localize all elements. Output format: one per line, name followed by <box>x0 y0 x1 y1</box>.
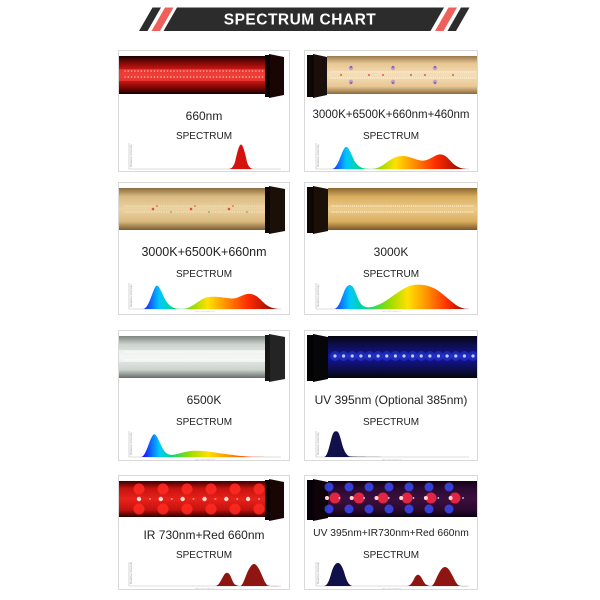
svg-text:Relative Intensity: Relative Intensity <box>129 432 133 455</box>
svg-text:Wavelength(nm): Wavelength(nm) <box>383 310 402 312</box>
svg-text:Wavelength(nm): Wavelength(nm) <box>196 170 215 172</box>
svg-text:Relative Intensity: Relative Intensity <box>316 562 320 584</box>
svg-text:Wavelength(nm): Wavelength(nm) <box>196 310 215 312</box>
svg-text:Wavelength(nm): Wavelength(nm) <box>383 170 402 172</box>
svg-text:Wavelength(nm): Wavelength(nm) <box>383 458 402 460</box>
svg-text:Wavelength(nm): Wavelength(nm) <box>196 587 215 589</box>
svg-text:Relative Intensity: Relative Intensity <box>316 432 320 455</box>
svg-text:Relative Intensity: Relative Intensity <box>316 283 320 306</box>
svg-text:Relative Intensity: Relative Intensity <box>129 562 133 584</box>
svg-text:Relative Intensity: Relative Intensity <box>316 144 320 167</box>
svg-text:SPECTRUM CHART: SPECTRUM CHART <box>224 12 377 29</box>
svg-text:Wavelength(nm): Wavelength(nm) <box>196 458 215 460</box>
svg-text:Relative Intensity: Relative Intensity <box>129 283 133 306</box>
svg-text:Relative Intensity: Relative Intensity <box>129 144 133 167</box>
svg-text:Wavelength(nm): Wavelength(nm) <box>383 587 402 589</box>
